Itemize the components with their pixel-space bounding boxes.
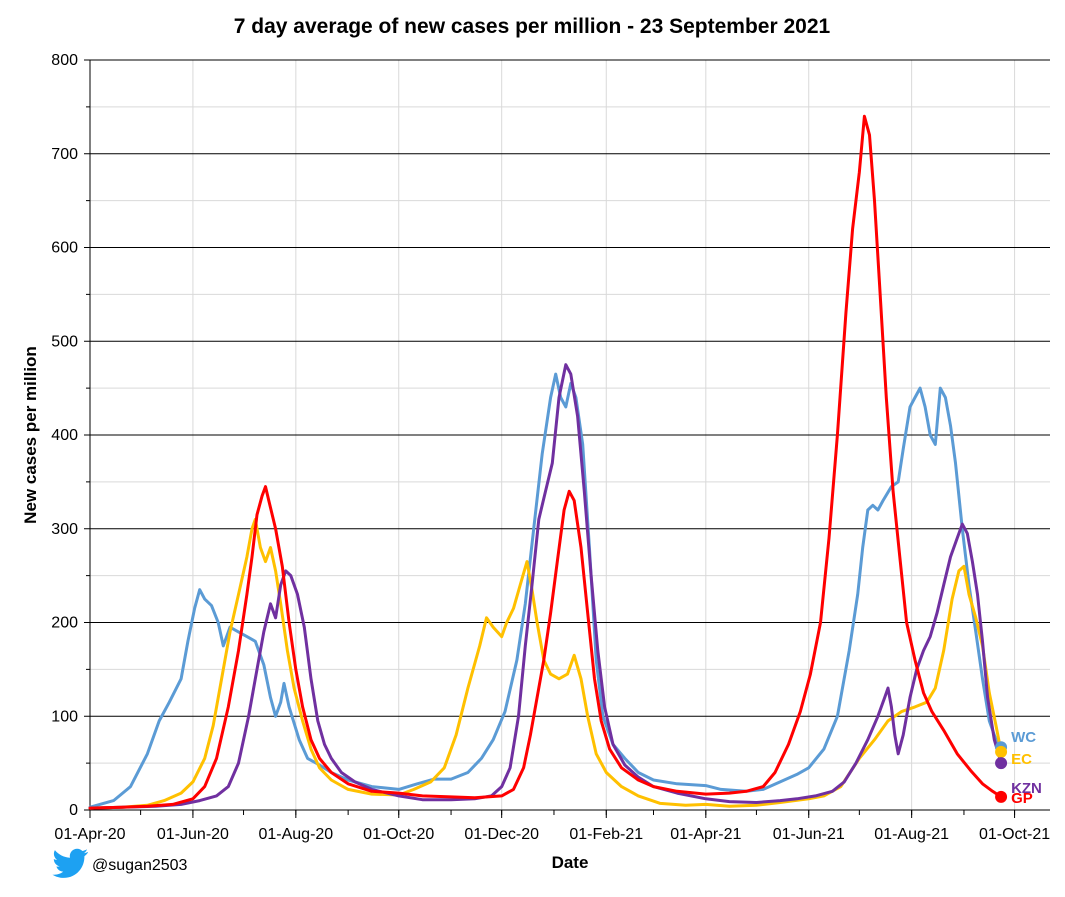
end-marker-kzn <box>995 757 1008 770</box>
x-axis-title: Date <box>552 853 589 872</box>
end-marker-gp <box>995 790 1008 803</box>
y-tick-label: 0 <box>69 802 78 819</box>
end-label-wc: WC <box>1011 729 1036 746</box>
x-tick-label: 01-Jun-21 <box>773 826 845 843</box>
y-tick-label: 700 <box>51 146 78 163</box>
x-tick-label: 01-Apr-21 <box>670 826 741 843</box>
chart-title: 7 day average of new cases per million -… <box>234 15 831 38</box>
y-tick-label: 500 <box>51 333 78 350</box>
series-layer <box>88 114 1003 810</box>
y-tick-label: 300 <box>51 521 78 538</box>
x-tick-label: 01-Aug-21 <box>874 826 949 843</box>
x-tick-label: 01-Oct-20 <box>363 826 434 843</box>
series-line-gp <box>88 114 1003 810</box>
x-tick-label: 01-Feb-21 <box>569 826 643 843</box>
twitter-bird-icon <box>52 848 88 878</box>
end-label-gp: GP <box>1011 790 1033 807</box>
footer: @sugan2503 <box>52 848 188 878</box>
grid-layer <box>90 59 1050 810</box>
y-tick-label: 400 <box>51 427 78 444</box>
x-tick-label: 01-Jun-20 <box>157 826 229 843</box>
y-tick-label: 600 <box>51 240 78 257</box>
y-tick-label: 100 <box>51 708 78 725</box>
x-tick-label: 01-Aug-20 <box>258 826 333 843</box>
twitter-handle: @sugan2503 <box>92 857 188 874</box>
x-tick-label: 01-Dec-20 <box>464 826 539 843</box>
y-tick-label: 800 <box>51 52 78 69</box>
end-label-kzn: KZN <box>1011 780 1042 797</box>
y-tick-label: 200 <box>51 615 78 632</box>
end-label-ec: EC <box>1011 751 1032 768</box>
axes-layer: 0 100 200 300 400 500 600 700 800 01-Apr-20 01-Jun… <box>51 52 1050 843</box>
y-axis-title: New cases per million <box>21 346 40 524</box>
x-tick-label: 01-Apr-20 <box>54 826 125 843</box>
x-tick-label: 01-Oct-21 <box>979 826 1050 843</box>
end-marker-ec <box>995 745 1008 758</box>
